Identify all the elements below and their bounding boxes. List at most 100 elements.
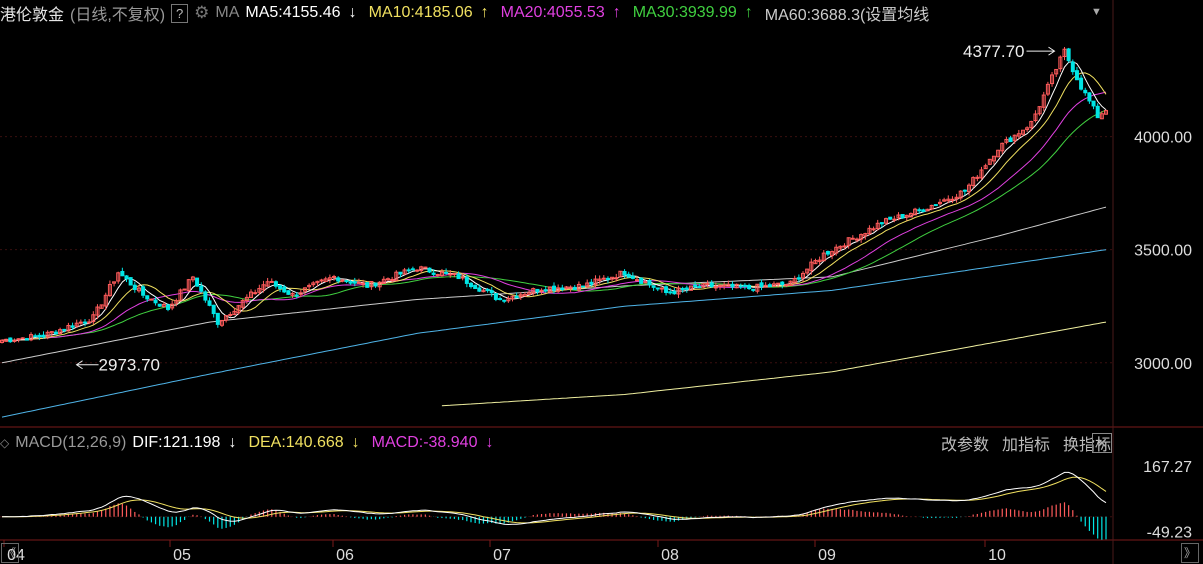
- candle-body: [647, 279, 652, 286]
- candle-body: [1062, 48, 1067, 58]
- candle-body: [722, 284, 727, 287]
- candle-body: [713, 285, 718, 289]
- candle-body: [244, 296, 249, 302]
- candle-body: [568, 286, 573, 289]
- candle-body: [485, 288, 490, 292]
- macd-tick-label: -49.23: [1147, 525, 1192, 542]
- candle-body: [962, 189, 967, 192]
- candle-body: [1045, 83, 1050, 95]
- ma20-label: MA20:4055.53 ↑: [500, 4, 621, 21]
- candle-body: [996, 149, 1001, 158]
- candle-body: [688, 285, 693, 291]
- candle-body: [581, 285, 586, 288]
- candle-body: [294, 294, 299, 297]
- candle-body: [601, 277, 606, 280]
- switch-indicator-button[interactable]: 换指标: [1062, 437, 1111, 454]
- candle-body: [489, 290, 494, 294]
- candle-body: [302, 287, 307, 292]
- candle-body: [352, 281, 357, 284]
- ma5-label: MA5:4155.46 ↓: [245, 4, 357, 21]
- candle-body: [1095, 105, 1100, 119]
- candle-body: [1070, 61, 1075, 73]
- candle-body: [394, 271, 399, 281]
- candle-body: [1099, 113, 1104, 120]
- panel-toggle-icon[interactable]: ◇: [0, 436, 10, 450]
- scroll-left-button[interactable]: 《: [1, 543, 19, 563]
- candle-body: [1058, 56, 1063, 70]
- dea-label: DEA:140.668 ↓: [248, 434, 360, 451]
- candle-body: [45, 331, 50, 338]
- macd-tick-label: 167.27: [1143, 459, 1192, 476]
- candle-body: [410, 268, 415, 271]
- candle-body: [195, 277, 200, 287]
- candle-body: [718, 284, 723, 288]
- candle-body: [4, 338, 9, 342]
- candle-body: [564, 286, 569, 290]
- candle-body: [552, 285, 556, 291]
- ma60-label[interactable]: MA60:3688.3(设置均线: [764, 7, 930, 24]
- candle-body: [946, 198, 951, 202]
- candle-body: [273, 281, 278, 287]
- candle-body: [103, 294, 108, 307]
- candle-body: [834, 246, 839, 254]
- candle-body: [560, 287, 565, 290]
- candle-body: [41, 334, 46, 338]
- ma30-label: MA30:3939.99 ↑: [632, 4, 753, 21]
- candle-body: [29, 334, 34, 341]
- candle-body: [377, 281, 382, 288]
- candle-body: [701, 283, 706, 288]
- candle-body: [1041, 94, 1046, 108]
- candle-body: [498, 298, 503, 301]
- candle-body: [971, 177, 976, 187]
- candle-body: [987, 158, 992, 165]
- candle-body: [921, 209, 926, 213]
- scroll-right-button[interactable]: 》: [1181, 543, 1199, 563]
- candle-body: [153, 299, 158, 304]
- candle-body: [605, 277, 610, 280]
- gear-icon[interactable]: ⚙: [194, 3, 210, 22]
- candle-body: [473, 284, 478, 290]
- price-header: 港伦敦金 (日线,不复权) ? ⚙ MA MA5:4155.46 ↓ MA10:4…: [0, 0, 1110, 26]
- candle-body: [655, 287, 660, 290]
- candle-body: [1066, 48, 1071, 62]
- help-button[interactable]: ?: [171, 3, 189, 23]
- candle-body: [452, 273, 457, 276]
- ma-dropdown-icon[interactable]: ▼: [1091, 6, 1102, 18]
- candle-body: [867, 227, 872, 235]
- ma250-line: [441, 321, 1107, 407]
- candle-body: [854, 238, 859, 241]
- candle-body: [356, 281, 361, 284]
- candle-body: [261, 284, 266, 291]
- candle-body: [74, 322, 79, 327]
- candle-body: [871, 228, 876, 231]
- candle-body: [12, 339, 17, 342]
- candle-body: [149, 298, 154, 301]
- candle-body: [468, 282, 473, 288]
- candle-body: [879, 222, 884, 225]
- ma-label[interactable]: MA: [215, 4, 240, 21]
- close-icon[interactable]: ✕: [1092, 433, 1112, 453]
- candle-body: [1029, 121, 1034, 129]
- candle-body: [78, 321, 83, 324]
- candle-body: [70, 325, 75, 328]
- month-label: 05: [173, 547, 191, 564]
- candle-body: [784, 283, 789, 287]
- add-indicator-button[interactable]: 加指标: [1001, 437, 1050, 454]
- candle-body: [535, 288, 540, 293]
- candle-body: [518, 294, 523, 298]
- price-tick-label: 4000.00: [1134, 130, 1192, 147]
- candle-body: [431, 272, 436, 275]
- candle-body: [1087, 92, 1092, 102]
- candle-body: [1091, 100, 1096, 107]
- candle-body: [817, 259, 822, 263]
- candle-body: [780, 281, 785, 286]
- candle-body: [166, 304, 171, 310]
- change-params-button[interactable]: 改参数: [940, 437, 989, 454]
- candle-body: [477, 287, 482, 292]
- month-label: 06: [336, 547, 354, 564]
- candle-body: [307, 284, 312, 288]
- candle-body: [91, 314, 96, 323]
- candle-body: [62, 328, 67, 331]
- candle-body: [1008, 137, 1013, 143]
- candle-body: [801, 272, 806, 279]
